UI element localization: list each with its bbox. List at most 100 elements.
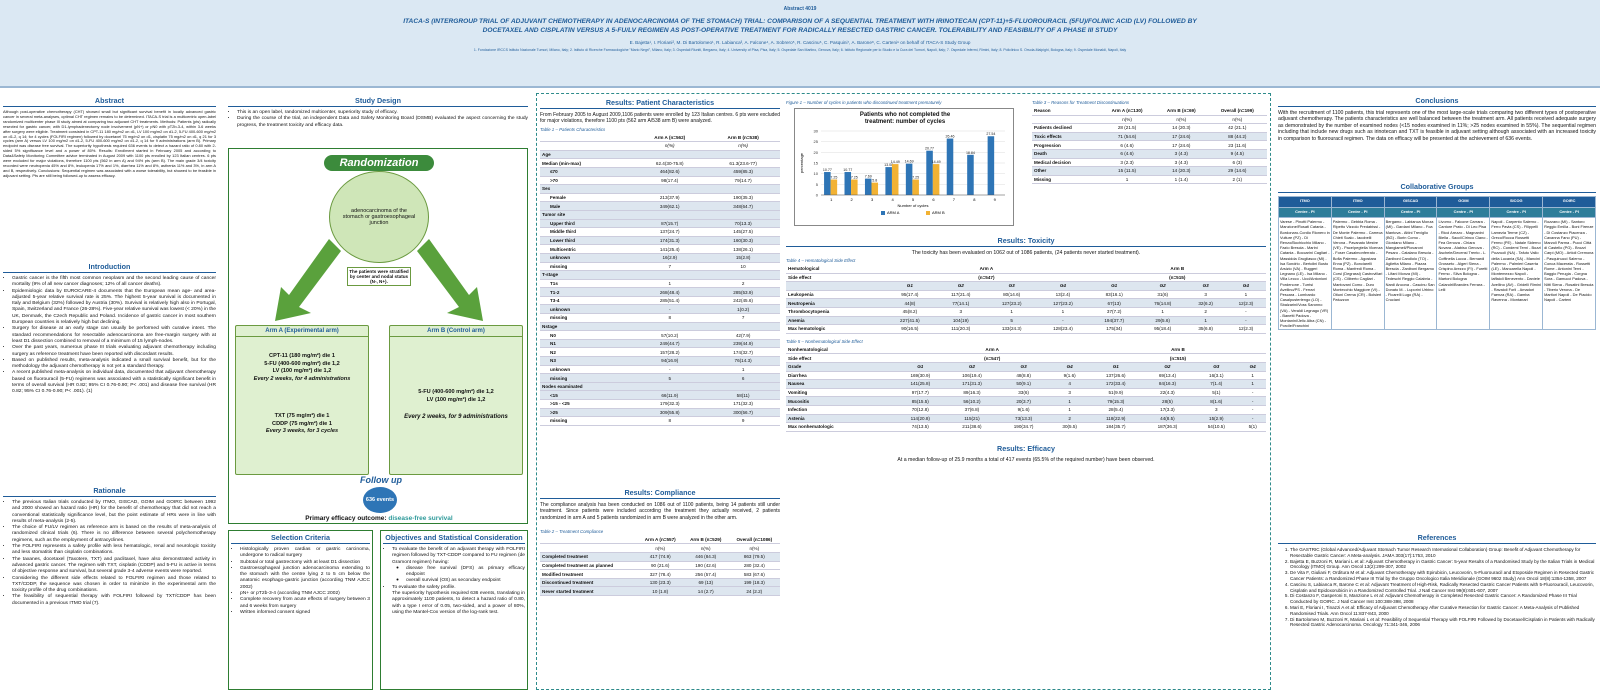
table-cell: 2 (1) (1207, 175, 1267, 185)
collab-region: Centre - PI (1383, 206, 1438, 219)
table-row: T3-4 285(51.4) 242(45.6) (540, 296, 780, 306)
table-cell: unknown (540, 304, 634, 315)
toxicity-title: Results: Toxicity (786, 236, 1266, 247)
table-row: Missing 1 1 (1.4) 2 (1) (1032, 175, 1267, 185)
table-row: missing 8 7 (540, 313, 780, 323)
arm-a-box: Arm A (Experimental arm) CPT-11 (180 mg/… (235, 325, 369, 475)
arm-a-schedule: Every 2 weeks, for 4 administrations (253, 375, 351, 382)
x-tick-label: 5 (912, 197, 915, 202)
side-effect-label: Side effect (786, 273, 885, 283)
table-cell: 5(1) (1193, 388, 1240, 398)
table-cell: Modified treatment (540, 569, 638, 579)
table-cell: 190(34.7) (997, 422, 1050, 432)
table-cell: - (1239, 396, 1266, 406)
table-cell: 111(20.3) (935, 324, 987, 334)
introduction-bullet: A recent published meta-analysis on indi… (12, 370, 216, 395)
legend-label: ARM A (887, 210, 900, 215)
rationale-bullet: The FOLFIRI represents a safety profile … (12, 544, 216, 557)
table-row: Mucositis 85(15.5) 56(10.2) 20(3.7) 1 79(15.3… (786, 396, 1266, 406)
table-cell: - (633, 304, 707, 315)
table-cell: 6 (706, 373, 780, 383)
data-label: 14.49 (891, 160, 900, 164)
table-cell: 83(16.1) (1088, 290, 1140, 300)
table-cell: 1 (1139, 307, 1186, 317)
table-row: unknown -1 (540, 365, 780, 375)
table-row: Anemia 227(41.5) 104(19) 5-194(37.7) 29(5.6)… (786, 316, 1266, 326)
side-effect-label: Side effect (786, 353, 895, 363)
table-cell: 1 (1099, 175, 1156, 185)
table-row: Nausea 141(25.8) 171(31.3) 50(9.1) 4 172(33.4… (786, 379, 1266, 389)
compliance-text: The compliance analysis has been conduct… (540, 502, 780, 521)
grade-header: G4 (1037, 281, 1089, 291)
discontinuation-table: Reason Arm A (n=130) Arm B (n=69) Overal… (1032, 107, 1267, 185)
table-row: Middle third 137(24.7) 145(27.5) (540, 227, 780, 237)
table-cell: Max hematologic (786, 324, 885, 334)
table-cell: missing (540, 373, 634, 383)
table-cell: - (1225, 307, 1266, 317)
table-cell: Other (1032, 166, 1100, 176)
table-cell: 464(82.6) (633, 167, 707, 177)
table-cell: 115(21) (946, 414, 998, 424)
table-cell: 70(13.3) (706, 219, 780, 229)
table-cell: Discontinued treatment (540, 578, 638, 588)
table-cell: 66(11.9) (633, 390, 707, 400)
data-label: 13.08 (884, 163, 893, 167)
table-cell: 174(31.3) (633, 236, 707, 246)
table-cell: Leukopenia (786, 290, 885, 300)
table-cell: 98(17.4) (633, 176, 707, 186)
table-row: n(%) n(%) (540, 141, 780, 151)
table-cell: T-stage (540, 270, 634, 280)
table-cell: 29 (14.6) (1207, 166, 1267, 176)
table-row: Infection 70(12.8) 37(6.8) 9(1.6) 1 28(5.4) 17… (786, 405, 1266, 415)
table4-caption: Table 4 – Hematological Side Effect (786, 258, 856, 263)
arm-b-box: Arm B (Control arm) 5-FU (400-600 mg/m²)… (389, 325, 523, 475)
table-row: Upper third 87(15.7) 70(13.3) (540, 219, 780, 229)
table-cell: 1 (1225, 290, 1266, 300)
table-cell: 446 (84.3) (682, 552, 729, 562)
study-design-section: Study Design This is an open label, rand… (228, 96, 528, 141)
collab-region: Centre - PI (1278, 206, 1332, 219)
table-cell: 268(48.4) (633, 287, 707, 297)
col-header: Reason (1032, 107, 1100, 116)
table-cell: 1 (706, 365, 780, 375)
col-header: Arm A (n=557) (637, 535, 683, 545)
table-cell: 211(38.6) (946, 422, 998, 432)
bar-arm-b (851, 179, 858, 195)
table-cell: 349(62.1) (633, 201, 707, 211)
table-cell: 348(64.7) (706, 201, 780, 211)
table-cell: 1 (1239, 379, 1266, 389)
table-row: unknown 16(2.9) 15(2.8) (540, 253, 780, 263)
bar-arm-a (905, 163, 913, 195)
table-cell: 117(21.4) (935, 290, 987, 300)
selection-bullet: pN+ or pT2b-3-4 (according TNM AJCC 2002… (240, 591, 370, 597)
table-cell: Mucositis (786, 396, 895, 406)
study-flowchart: Randomization adenocarcinoma of the stom… (228, 148, 528, 524)
table-cell: 1 (1037, 307, 1089, 317)
table-cell: 9(1.6) (997, 405, 1050, 415)
table-cell: 22(4.3) (1141, 388, 1194, 398)
objectives-section: Objectives and Statistical Consideration… (380, 530, 528, 690)
toxicity-section: Results: Toxicity The toxicity has been … (786, 236, 1266, 463)
x-tick-label: 7 (953, 197, 956, 202)
table-cell: 194(37.7) (1088, 316, 1140, 326)
grade-header: G3 (986, 281, 1038, 291)
patients-intro: From February 2005 to August 2009,1106 p… (540, 112, 780, 125)
table-cell: Completed treatment (540, 552, 638, 562)
table-row: Discontinued treatment 130 (23.3) 69 (13) 1… (540, 578, 780, 588)
table-cell: n(%) (1155, 115, 1208, 125)
objectives-title: Objectives and Statistical Consideration (383, 533, 525, 544)
table-cell: 118(22.9) (1089, 414, 1142, 424)
data-label: 14.49 (932, 160, 941, 164)
conclusions-section: Conclusions With the recruitment of 1100… (1278, 96, 1596, 142)
table-cell: 28(5.4) (1089, 405, 1142, 415)
x-tick-label: 1 (830, 197, 833, 202)
table-cell: 187(36.3) (1141, 422, 1194, 432)
table-cell (633, 184, 707, 194)
patients-section: Results: Patient Characteristics From Fe… (540, 98, 780, 426)
arm-b-n: (n=515) (1089, 353, 1266, 363)
table-cell: 1 (1049, 396, 1090, 406)
table-cell: 42(7.9) (706, 330, 780, 340)
arm-a-line: CPT-11 (180 mg/m²) die 1 (269, 353, 335, 359)
table-cell: 80(14.6) (986, 290, 1038, 300)
introduction-list: Gastric cancer is the fifth most common … (3, 276, 216, 396)
